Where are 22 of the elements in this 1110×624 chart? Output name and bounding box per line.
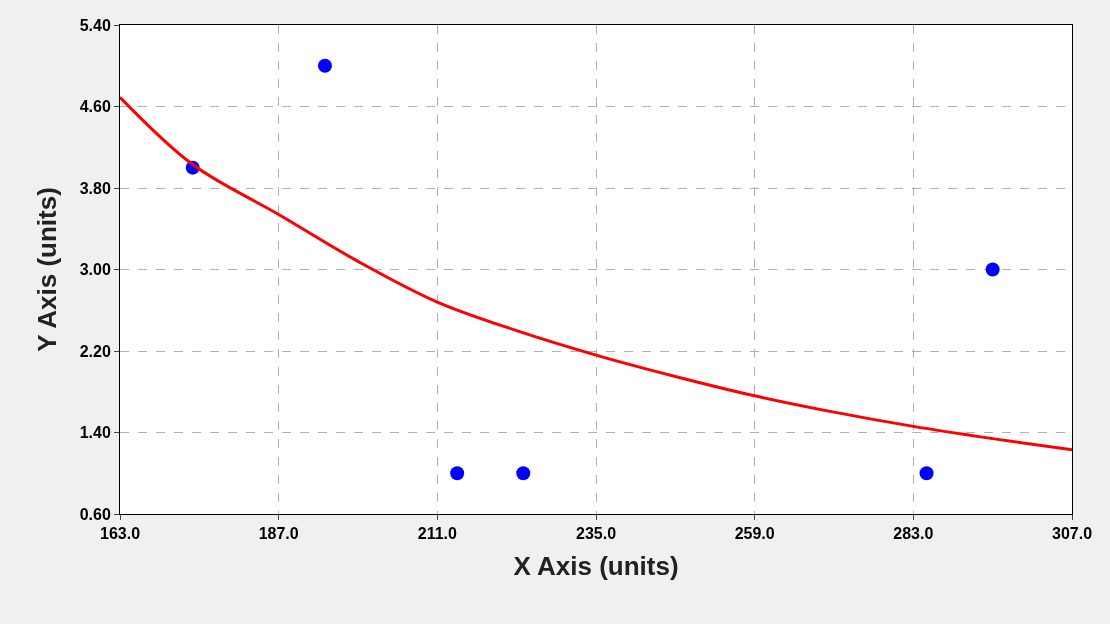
y-tick-label: 2.20	[79, 342, 111, 360]
y-tick-label: 1.40	[79, 424, 111, 442]
y-axis-title: Y Axis (units)	[32, 187, 63, 352]
x-axis-title: X Axis (units)	[513, 550, 679, 581]
y-tick-label: 3.00	[79, 261, 111, 279]
line-series	[120, 95, 1072, 452]
y-tick-label: 3.80	[79, 179, 111, 197]
point	[919, 466, 934, 481]
x-tick-label: 187.0	[258, 525, 299, 543]
point	[450, 466, 465, 481]
x-tick-label: 163.0	[99, 525, 141, 543]
y-tick-label: 0.60	[79, 505, 111, 523]
x-tick-label: 307.0	[1051, 525, 1093, 543]
y-tick-label: 5.40	[79, 16, 111, 34]
y-tick-label: 4.60	[79, 98, 111, 116]
point	[317, 58, 332, 73]
x-tick-label: 283.0	[893, 525, 934, 543]
x-tick-label: 259.0	[734, 525, 775, 543]
point	[516, 466, 531, 481]
point	[985, 262, 1000, 277]
x-tick-label: 211.0	[417, 525, 458, 543]
x-tick-label: 235.0	[575, 525, 617, 543]
